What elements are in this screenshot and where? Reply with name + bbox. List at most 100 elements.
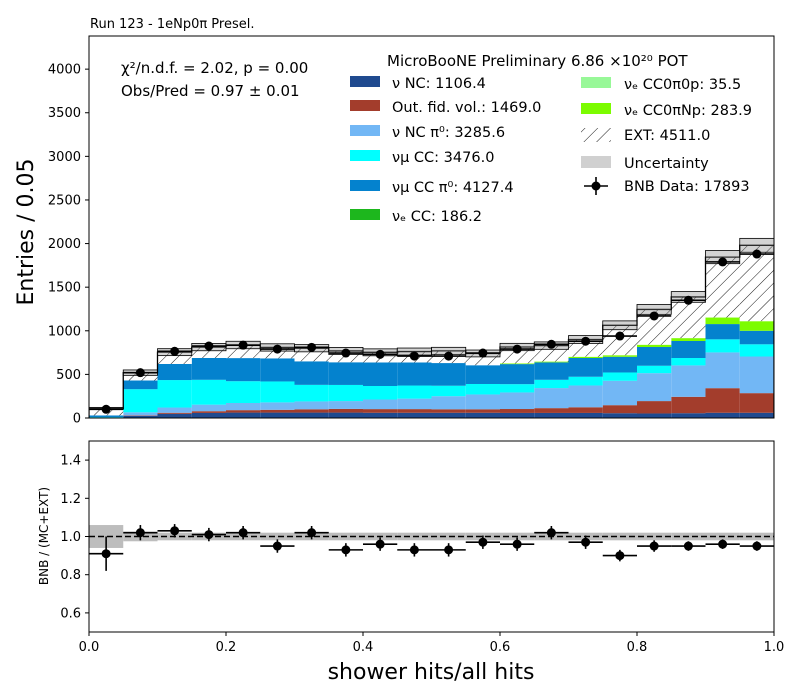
ratio-y-tick-label-1: 0.8 — [60, 568, 81, 583]
bar-series-0-bin-14 — [568, 412, 603, 418]
main-panel: 0 500 1000 1500 2000 2500 3000 3500 4000 Entries… — [14, 35, 775, 427]
bar-series-4-bin-18 — [705, 324, 740, 340]
ratio-point-2 — [170, 526, 180, 536]
ratio-point-11 — [478, 537, 488, 547]
bar-series-0-bin-11 — [465, 412, 500, 418]
x-tick-label-3: 0.6 — [490, 640, 511, 655]
run-label: Run 123 - 1eNp0π Presel. — [90, 17, 255, 32]
bar-series-3-bin-14 — [568, 376, 603, 386]
bar-series-3-bin-2 — [157, 380, 192, 408]
bar-ext-hatch-11 — [465, 353, 500, 366]
y-tick-label-5: 2500 — [48, 193, 81, 208]
bar-series-1-bin-6 — [294, 409, 329, 413]
bar-series-2-bin-12 — [500, 392, 535, 410]
bar-series-4-bin-3 — [191, 357, 226, 380]
bar-series-4-bin-12 — [500, 364, 535, 385]
data-point-8 — [375, 349, 385, 359]
bar-series-0-bin-4 — [226, 412, 261, 418]
data-point-6 — [307, 342, 317, 352]
bar-series-1-bin-4 — [226, 410, 261, 413]
ratio-point-1 — [135, 528, 145, 538]
bar-series-0-bin-16 — [637, 413, 672, 418]
bar-series-4-bin-13 — [534, 362, 569, 380]
ratio-y-tick-label-4: 1.4 — [60, 454, 81, 469]
bar-series-3-bin-15 — [602, 372, 637, 381]
bar-series-7-bin-16 — [637, 344, 672, 348]
legend-label-8: EXT: 4511.0 — [624, 128, 710, 144]
bar-series-2-bin-16 — [637, 373, 672, 402]
bar-series-1-bin-7 — [328, 408, 363, 413]
main-axes-frame — [88, 35, 775, 419]
bar-series-1-bin-9 — [397, 409, 432, 413]
data-point-0 — [101, 404, 111, 414]
bar-series-2-bin-10 — [431, 396, 466, 410]
y-tick-label-6: 3000 — [48, 150, 81, 165]
legend-label-1: Out. fid. vol.: 1469.0 — [392, 100, 541, 116]
bar-series-0-bin-15 — [602, 413, 637, 418]
bar-series-2-bin-17 — [671, 365, 706, 397]
bar-series-3-bin-5 — [260, 381, 295, 403]
data-point-13 — [546, 339, 556, 349]
bar-series-3-bin-6 — [294, 384, 329, 402]
bar-series-3-bin-19 — [739, 344, 774, 357]
bar-series-2-bin-2 — [157, 407, 192, 413]
bar-series-2-bin-13 — [534, 388, 569, 409]
y-tick-label-2: 1000 — [48, 324, 81, 339]
ratio-point-18 — [718, 539, 728, 549]
x-ticks: 0.0 0.2 0.4 0.6 0.8 1.0 — [79, 632, 785, 655]
bar-series-3-bin-13 — [534, 379, 569, 389]
x-tick-label-5: 1.0 — [764, 640, 785, 655]
data-point-15 — [615, 331, 625, 341]
bar-series-1-bin-11 — [465, 409, 500, 413]
bar-series-3-bin-16 — [637, 365, 672, 374]
data-point-4 — [238, 340, 248, 350]
bar-series-4-bin-17 — [671, 340, 706, 358]
legend-swatch-0 — [350, 76, 380, 87]
legend-label-5: νₑ CC: 186.2 — [392, 209, 482, 225]
uncertainty-box-15 — [602, 320, 638, 331]
bar-series-0-bin-19 — [739, 412, 774, 418]
bar-series-7-bin-19 — [739, 321, 774, 331]
bar-series-4-bin-16 — [637, 347, 672, 366]
legend-label-4: νμ CC π⁰: 4127.4 — [392, 180, 514, 196]
legend-swatch-4 — [350, 180, 380, 191]
bar-series-1-bin-3 — [191, 411, 226, 413]
ratio-point-16 — [649, 541, 659, 551]
bar-series-1-bin-2 — [157, 412, 192, 414]
ratio-point-10 — [444, 545, 454, 555]
legend-label-0: ν NC: 1106.4 — [392, 76, 486, 92]
bar-series-3-bin-1 — [123, 389, 158, 413]
bar-ext-hatch-2 — [157, 352, 192, 364]
legend-label-6: νₑ CC0π0p: 35.5 — [624, 77, 741, 93]
legend-swatch-3 — [350, 150, 380, 161]
data-point-17 — [683, 295, 693, 305]
bar-series-0-bin-7 — [328, 412, 363, 418]
bar-series-7-bin-12 — [500, 363, 535, 365]
legend-label-7: νₑ CC0πNp: 283.9 — [624, 103, 752, 119]
data-point-10 — [444, 351, 454, 361]
data-point-18 — [718, 257, 728, 267]
bar-series-1-bin-12 — [500, 409, 535, 413]
main-y-ticks: 0 500 1000 1500 2000 2500 3000 3500 4000 — [48, 63, 89, 427]
bar-series-7-bin-15 — [602, 355, 637, 357]
bar-series-2-bin-18 — [705, 352, 740, 389]
ratio-point-12 — [512, 539, 522, 549]
legend-swatch-uncertainty — [581, 156, 611, 168]
data-point-1 — [135, 368, 145, 378]
ratio-point-4 — [238, 528, 248, 538]
data-points — [89, 249, 774, 414]
legend-label-2: ν NC π⁰: 3285.6 — [392, 125, 505, 141]
ratio-point-15 — [615, 551, 625, 561]
ratio-point-7 — [341, 545, 351, 555]
ratio-band-16 — [637, 532, 672, 541]
bar-series-0-bin-13 — [534, 412, 569, 418]
bar-series-4-bin-10 — [431, 363, 466, 386]
bar-series-4-bin-8 — [363, 362, 398, 386]
ratio-point-8 — [375, 539, 385, 549]
data-point-16 — [649, 311, 659, 321]
bar-series-3-bin-9 — [397, 385, 432, 399]
bar-series-4-bin-1 — [123, 380, 158, 390]
bar-series-4-bin-5 — [260, 358, 295, 382]
bar-series-7-bin-17 — [671, 338, 706, 341]
